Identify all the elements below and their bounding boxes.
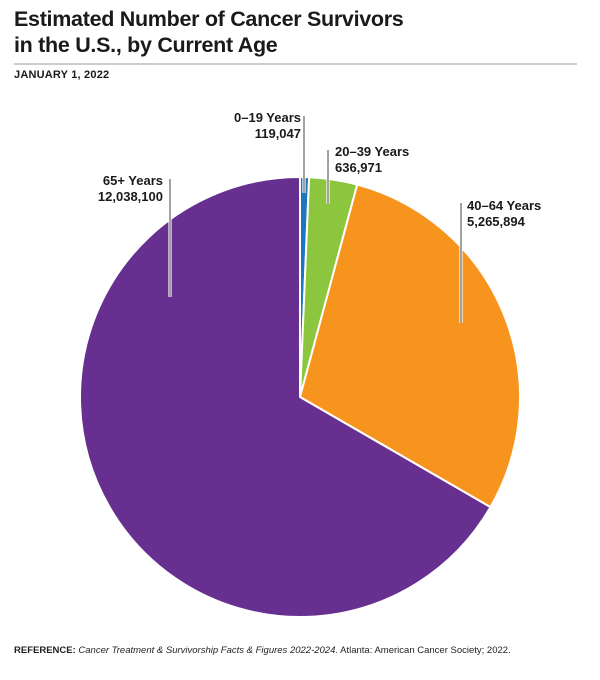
reference-citation: Atlanta: American Cancer Society; 2022. — [340, 645, 511, 656]
slice-label-40-64-name: 40–64 Years — [467, 198, 542, 213]
slice-label-65-plus: 65+ Years 12,038,100 — [98, 173, 163, 205]
title-divider — [14, 63, 577, 65]
leader-lines — [168, 116, 463, 323]
reference-source: Cancer Treatment & Survivorship Facts & … — [78, 645, 339, 656]
slice-label-20-39-value: 636,971 — [335, 160, 382, 175]
slice-label-20-39-name: 20–39 Years — [335, 144, 410, 159]
slice-label-65-plus-name: 65+ Years — [102, 173, 163, 188]
slice-label-0-19: 0–19 Years 119,047 — [234, 110, 301, 142]
reference-note: REFERENCE: Cancer Treatment & Survivorsh… — [14, 645, 589, 657]
slice-label-40-64-value: 5,265,894 — [467, 214, 525, 229]
page-title-line2: in the U.S., by Current Age — [14, 33, 278, 57]
as-of-date: JANUARY 1, 2022 — [14, 69, 110, 81]
slice-label-40-64: 40–64 Years 5,265,894 — [467, 198, 541, 230]
page-title-line1: Estimated Number of Cancer Survivors — [14, 7, 404, 31]
slice-label-20-39: 20–39 Years 636,971 — [335, 144, 409, 176]
slice-label-0-19-value: 119,047 — [254, 126, 301, 141]
page-title: Estimated Number of Cancer Survivors in … — [14, 6, 574, 58]
slice-label-0-19-name: 0–19 Years — [234, 110, 301, 125]
pie-slice-40-64 — [299, 183, 521, 509]
reference-label: REFERENCE: — [14, 645, 76, 656]
pie-slices — [79, 176, 521, 618]
slice-label-65-plus-value: 12,038,100 — [97, 189, 163, 204]
